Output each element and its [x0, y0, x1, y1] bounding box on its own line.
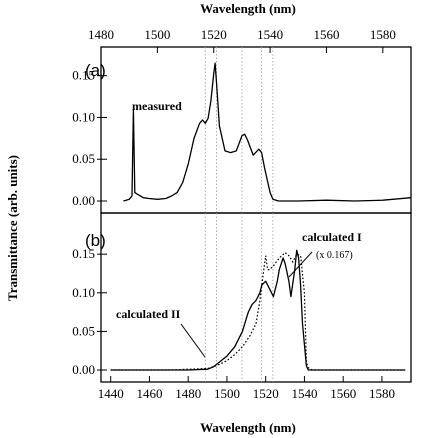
panel-a-frame: [100, 46, 412, 214]
bottom-tick-label-1460: 1460: [136, 386, 162, 401]
bottom-tick-label-1440: 1440: [98, 386, 124, 401]
top-tick-label-1520: 1520: [201, 27, 227, 42]
bottom-tick-label-1540: 1540: [291, 386, 317, 401]
panel-a: 0.15 0.10 0.05 0.00: [72, 46, 412, 214]
top-tick-label-1560: 1560: [313, 27, 339, 42]
panel-a-y-tick-label-0.00: 0.00: [72, 193, 95, 208]
bottom-tick-label-1560: 1560: [330, 386, 356, 401]
panel-b-y-tick-label-0.15: 0.15: [72, 246, 95, 261]
panel-b-y-tick-label-0.05: 0.05: [72, 323, 95, 338]
panel-a-series-measured: [123, 62, 412, 202]
panel-a-y-tick-label-0.10: 0.10: [72, 109, 95, 124]
pointer-calculated-ii: [180, 323, 206, 358]
panel-b-series-calculated-i: [110, 251, 406, 371]
panel-b-y-tick-label-0.00: 0.00: [72, 362, 95, 377]
panel-b-series-calculated-ii: [110, 249, 406, 371]
top-wavelength-axis: 1480 1500 1520 1540 1560 1580: [88, 27, 396, 53]
panel-a-tag: (a): [85, 61, 106, 80]
bottom-tick-label-1500: 1500: [214, 386, 240, 401]
annotation-measured: measured: [132, 99, 182, 113]
top-axis-title: Wavelength (nm): [200, 1, 296, 16]
top-tick-label-1500: 1500: [144, 27, 170, 42]
annotation-calculated-i: calculated I: [302, 230, 362, 244]
bottom-tick-label-1580: 1580: [369, 386, 395, 401]
panel-b-tag: (b): [85, 231, 106, 250]
top-tick-label-1540: 1540: [257, 27, 283, 42]
bottom-tick-label-1480: 1480: [175, 386, 201, 401]
annotation-scale-factor: (x 0.167): [316, 250, 353, 261]
top-tick-label-1580: 1580: [370, 27, 396, 42]
annotation-calculated-ii: calculated II: [116, 307, 181, 321]
panel-b-frame: [100, 212, 412, 383]
bottom-tick-label-1520: 1520: [253, 386, 279, 401]
y-axis-title: Transmittance (arb. units): [5, 155, 20, 301]
pointer-calculated-i: [288, 251, 313, 278]
panel-b-y-tick-label-0.10: 0.10: [72, 285, 95, 300]
panel-a-y-tick-label-0.05: 0.05: [72, 151, 95, 166]
bottom-axis-title: Wavelength (nm): [200, 420, 296, 435]
top-tick-label-1480: 1480: [88, 27, 114, 42]
panel-b: 0.15 0.10 0.05 0.00: [72, 212, 412, 383]
bottom-wavelength-axis: 1440 1460 1480 1500 1520 1540 1560 1580: [98, 376, 395, 401]
panel-a-y-tick-label-0.15: 0.15: [72, 68, 95, 83]
